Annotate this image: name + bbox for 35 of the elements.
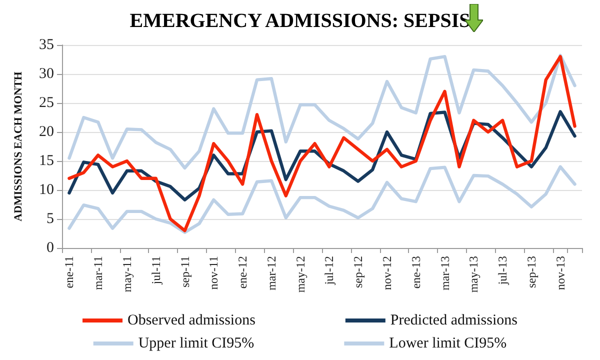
y-tick-label: 0 — [46, 240, 54, 256]
x-tick-label: ene-12 — [236, 256, 250, 289]
x-tick-label: mar-11 — [91, 256, 106, 290]
y-tick-label: 5 — [46, 211, 54, 227]
x-tick-label: jul-12 — [322, 256, 336, 286]
x-tick-label: nov-13 — [553, 256, 568, 290]
x-tick-label: nov-12 — [380, 256, 394, 290]
x-tick-label: jul-11 — [148, 256, 163, 286]
x-tick-label: nov-11 — [206, 256, 221, 290]
y-tick-label: 30 — [39, 66, 54, 82]
x-tick-label: sep-12 — [351, 256, 366, 288]
y-tick-label: 20 — [39, 124, 54, 140]
line-series — [68, 55, 576, 232]
x-tick-label: mar-13 — [438, 256, 452, 290]
line-series — [68, 54, 576, 170]
x-tick-label: ene-13 — [408, 256, 423, 289]
x-tick-label: may-12 — [293, 256, 308, 293]
x-tick-label: sep-11 — [178, 256, 192, 288]
x-tick-label: jul-13 — [496, 256, 510, 286]
y-axis-title: ADMISSIONS EACH MONTH — [12, 71, 24, 222]
x-tick-label: may-11 — [120, 256, 134, 292]
y-tick-label: 15 — [39, 153, 54, 169]
legend-label: Upper limit CI95% — [138, 336, 254, 352]
x-tick-label: may-13 — [466, 256, 481, 293]
legend-label: Observed admissions — [128, 312, 256, 328]
y-tick-label: 25 — [39, 95, 54, 111]
line-series — [68, 165, 576, 234]
x-tick-label: mar-12 — [264, 256, 278, 290]
x-tick-label: sep-13 — [524, 256, 538, 288]
legend-label: Predicted admissions — [390, 312, 518, 328]
x-tick-label: ene-11 — [62, 256, 76, 288]
y-tick-label: 10 — [39, 182, 54, 198]
legend-label: Lower limit CI95% — [389, 336, 507, 352]
chart-title: EMERGENCY ADMISSIONS: SEPSIS — [130, 10, 470, 32]
y-tick-label: 35 — [39, 37, 54, 53]
